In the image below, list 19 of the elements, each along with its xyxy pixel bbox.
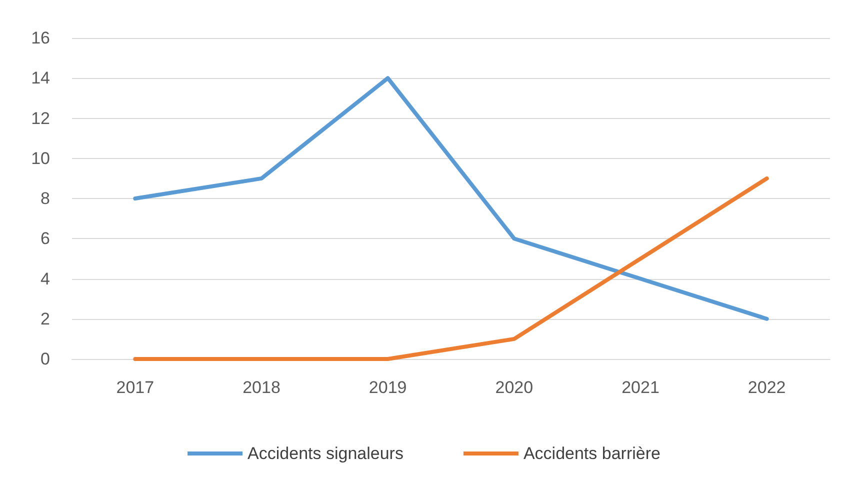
x-tick-label: 2017	[116, 378, 154, 397]
y-tick-label: 12	[31, 108, 50, 128]
line-series	[133, 76, 769, 321]
x-tick-label: 2021	[622, 378, 660, 397]
x-tick-label: 2018	[242, 378, 280, 397]
y-tick-label: 8	[40, 189, 50, 208]
y-tick-label: 16	[31, 28, 50, 48]
y-tick-label: 2	[40, 309, 50, 328]
y-tick-label: 0	[40, 350, 50, 368]
y-tick-label: 14	[31, 68, 50, 88]
legend-label: Accidents barrière	[523, 444, 660, 463]
y-tick-label: 6	[40, 229, 50, 248]
x-tick-label: 2019	[368, 378, 407, 397]
line-series	[133, 176, 769, 361]
legend-label: Accidents signaleurs	[248, 444, 404, 463]
x-tick-label: 2022	[748, 378, 786, 397]
x-tick-label: 2020	[495, 378, 534, 397]
y-tick-label: 10	[31, 148, 50, 168]
y-tick-label: 4	[40, 269, 50, 288]
